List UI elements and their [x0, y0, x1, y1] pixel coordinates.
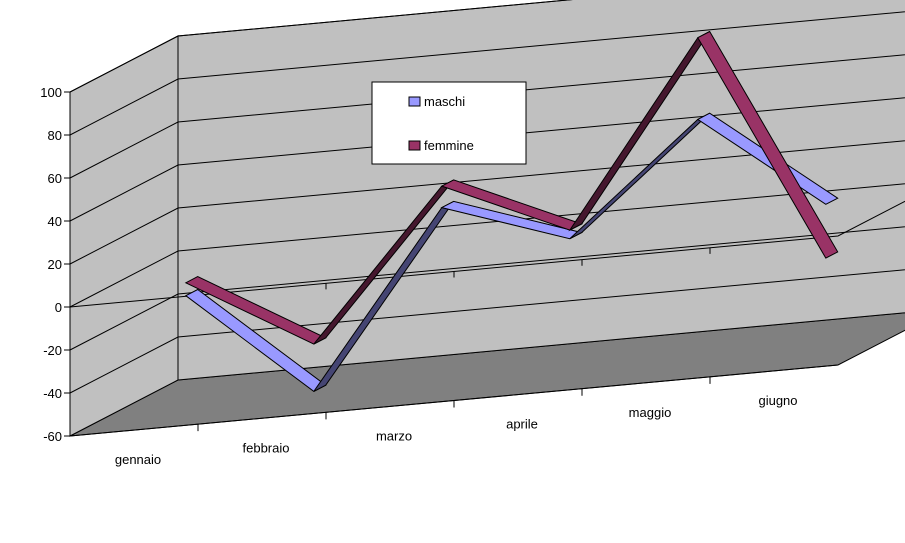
y-tick-label: 40: [48, 214, 62, 229]
gridline: [69, 140, 905, 265]
x-tick-label: gennaio: [115, 452, 161, 467]
y-tick-label: 20: [48, 257, 62, 272]
y-tick-label: -40: [43, 386, 62, 401]
gridline: [69, 97, 905, 222]
legend-label-maschi: maschi: [424, 94, 465, 109]
x-axis-line: [69, 364, 839, 437]
x-tick-label: giugno: [758, 393, 797, 408]
legend-swatch-maschi: [408, 96, 421, 107]
legend-label-femmine: femmine: [424, 138, 474, 153]
legend: maschi femmine: [371, 81, 527, 165]
y-tick-label: 100: [40, 85, 62, 100]
y-tick-label: -60: [43, 429, 62, 444]
gridline: [69, 183, 905, 308]
y-tick-label: 80: [48, 128, 62, 143]
y-tick-label: -20: [43, 343, 62, 358]
legend-swatch-femmine: [408, 140, 421, 151]
chart-axes: -60 -40 -20 0 20 40 60 80 100 gennaio febbraio marz…: [40, 85, 905, 467]
chart-walls: [69, 0, 905, 437]
gridline: [69, 11, 905, 136]
series-line-femmine: [697, 30, 839, 259]
gridline: [69, 0, 573, 93]
legend-box: [371, 81, 527, 165]
zero-plane-edge: [69, 200, 905, 308]
chart-gridlines: [69, 0, 905, 394]
chart-series: [184, 30, 839, 392]
gridline: [69, 226, 905, 351]
gridline: [69, 54, 905, 179]
x-tick-label: maggio: [629, 405, 672, 420]
x-tick-label: marzo: [376, 428, 412, 443]
x-tick-label: febbraio: [243, 440, 290, 455]
gridline: [69, 269, 905, 394]
y-tick-label: 0: [55, 300, 62, 315]
x-tick-label: aprile: [506, 417, 538, 432]
chart-back-wall: [177, 0, 905, 381]
y-tick-label: 60: [48, 171, 62, 186]
